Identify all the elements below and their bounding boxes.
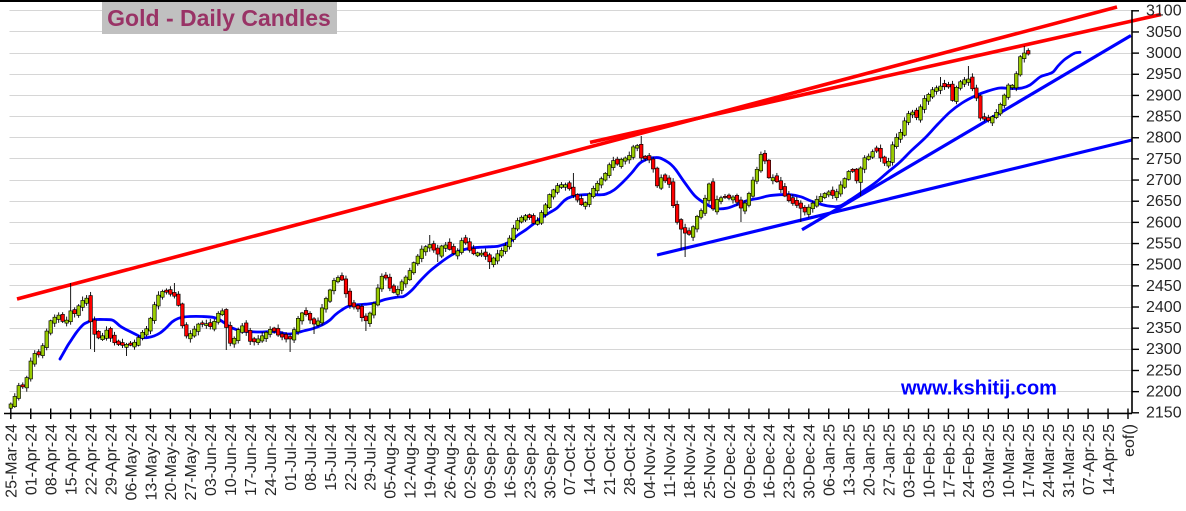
svg-text:23-Dec-24: 23-Dec-24 <box>782 424 799 499</box>
svg-text:07-Oct-24: 07-Oct-24 <box>562 424 579 495</box>
svg-text:24-Jun-24: 24-Jun-24 <box>263 424 280 496</box>
svg-text:14-Apr-25: 14-Apr-25 <box>1101 424 1118 495</box>
svg-text:2150: 2150 <box>1146 405 1182 422</box>
svg-text:05-Aug-24: 05-Aug-24 <box>383 424 400 499</box>
svg-text:08-Jul-24: 08-Jul-24 <box>303 424 320 491</box>
svg-text:2950: 2950 <box>1146 66 1182 83</box>
svg-text:12-Aug-24: 12-Aug-24 <box>403 424 420 499</box>
svg-text:18-Nov-24: 18-Nov-24 <box>682 424 699 499</box>
svg-text:24-Mar-25: 24-Mar-25 <box>1041 424 1058 498</box>
svg-text:09-Dec-24: 09-Dec-24 <box>742 424 759 499</box>
svg-text:16-Dec-24: 16-Dec-24 <box>762 424 779 499</box>
svg-text:16-Sep-24: 16-Sep-24 <box>502 424 519 499</box>
svg-text:2500: 2500 <box>1146 257 1182 274</box>
svg-text:2300: 2300 <box>1146 341 1182 358</box>
svg-text:3000: 3000 <box>1146 45 1182 62</box>
svg-text:01-Apr-24: 01-Apr-24 <box>24 424 41 495</box>
svg-text:21-Oct-24: 21-Oct-24 <box>602 424 619 495</box>
svg-text:2400: 2400 <box>1146 299 1182 316</box>
svg-text:23-Sep-24: 23-Sep-24 <box>522 424 539 499</box>
svg-text:29-Jul-24: 29-Jul-24 <box>363 424 380 491</box>
svg-text:2800: 2800 <box>1146 130 1182 147</box>
svg-text:eof(): eof() <box>1121 424 1138 457</box>
svg-text:10-Mar-25: 10-Mar-25 <box>1001 424 1018 498</box>
svg-text:3050: 3050 <box>1146 24 1182 41</box>
svg-text:07-Apr-25: 07-Apr-25 <box>1081 424 1098 495</box>
svg-text:30-Sep-24: 30-Sep-24 <box>542 424 559 499</box>
svg-text:17-Jun-24: 17-Jun-24 <box>243 424 260 496</box>
svg-text:13-May-24: 13-May-24 <box>143 424 160 501</box>
svg-text:2850: 2850 <box>1146 109 1182 126</box>
svg-text:27-Jan-25: 27-Jan-25 <box>881 424 898 496</box>
svg-text:14-Oct-24: 14-Oct-24 <box>582 424 599 495</box>
svg-text:26-Aug-24: 26-Aug-24 <box>443 424 460 499</box>
svg-text:2700: 2700 <box>1146 172 1182 189</box>
svg-text:17-Mar-25: 17-Mar-25 <box>1021 424 1038 498</box>
svg-text:30-Dec-24: 30-Dec-24 <box>802 424 819 499</box>
svg-text:22-Apr-24: 22-Apr-24 <box>83 424 100 495</box>
svg-text:10-Feb-25: 10-Feb-25 <box>921 424 938 498</box>
svg-text:28-Oct-24: 28-Oct-24 <box>622 424 639 495</box>
svg-text:08-Apr-24: 08-Apr-24 <box>44 424 61 495</box>
svg-text:03-Jun-24: 03-Jun-24 <box>203 424 220 496</box>
svg-text:06-Jan-25: 06-Jan-25 <box>822 424 839 496</box>
svg-text:10-Jun-24: 10-Jun-24 <box>223 424 240 496</box>
svg-text:2250: 2250 <box>1146 362 1182 379</box>
svg-text:2450: 2450 <box>1146 278 1182 295</box>
svg-text:2650: 2650 <box>1146 193 1182 210</box>
svg-text:20-May-24: 20-May-24 <box>163 424 180 501</box>
svg-text:Gold - Daily Candles: Gold - Daily Candles <box>107 5 331 31</box>
svg-text:3100: 3100 <box>1146 3 1182 20</box>
svg-text:2200: 2200 <box>1146 384 1182 401</box>
svg-text:13-Jan-25: 13-Jan-25 <box>842 424 859 496</box>
svg-text:19-Aug-24: 19-Aug-24 <box>423 424 440 499</box>
svg-text:2600: 2600 <box>1146 214 1182 231</box>
svg-text:2550: 2550 <box>1146 235 1182 252</box>
svg-text:04-Nov-24: 04-Nov-24 <box>642 424 659 499</box>
svg-text:02-Dec-24: 02-Dec-24 <box>722 424 739 499</box>
svg-text:15-Jul-24: 15-Jul-24 <box>323 424 340 491</box>
svg-text:17-Feb-25: 17-Feb-25 <box>941 424 958 498</box>
svg-text:01-Jul-24: 01-Jul-24 <box>283 424 300 491</box>
svg-text:29-Apr-24: 29-Apr-24 <box>103 424 120 495</box>
svg-text:03-Mar-25: 03-Mar-25 <box>981 424 998 498</box>
svg-text:09-Sep-24: 09-Sep-24 <box>482 424 499 499</box>
svg-text:25-Nov-24: 25-Nov-24 <box>702 424 719 499</box>
svg-text:06-May-24: 06-May-24 <box>123 424 140 501</box>
svg-text:2350: 2350 <box>1146 320 1182 337</box>
svg-text:02-Sep-24: 02-Sep-24 <box>462 424 479 499</box>
svg-text:11-Nov-24: 11-Nov-24 <box>662 424 679 498</box>
svg-text:2750: 2750 <box>1146 151 1182 168</box>
svg-text:20-Jan-25: 20-Jan-25 <box>861 424 878 496</box>
svg-text:22-Jul-24: 22-Jul-24 <box>343 424 360 491</box>
svg-text:27-May-24: 27-May-24 <box>183 424 200 501</box>
svg-text:15-Apr-24: 15-Apr-24 <box>63 424 80 495</box>
svg-text:24-Feb-25: 24-Feb-25 <box>961 424 978 498</box>
svg-text:03-Feb-25: 03-Feb-25 <box>901 424 918 498</box>
svg-text:25-Mar-24: 25-Mar-24 <box>4 424 21 498</box>
svg-text:31-Mar-25: 31-Mar-25 <box>1061 424 1078 498</box>
svg-text:www.kshitij.com: www.kshitij.com <box>900 378 1057 400</box>
svg-text:2900: 2900 <box>1146 87 1182 104</box>
